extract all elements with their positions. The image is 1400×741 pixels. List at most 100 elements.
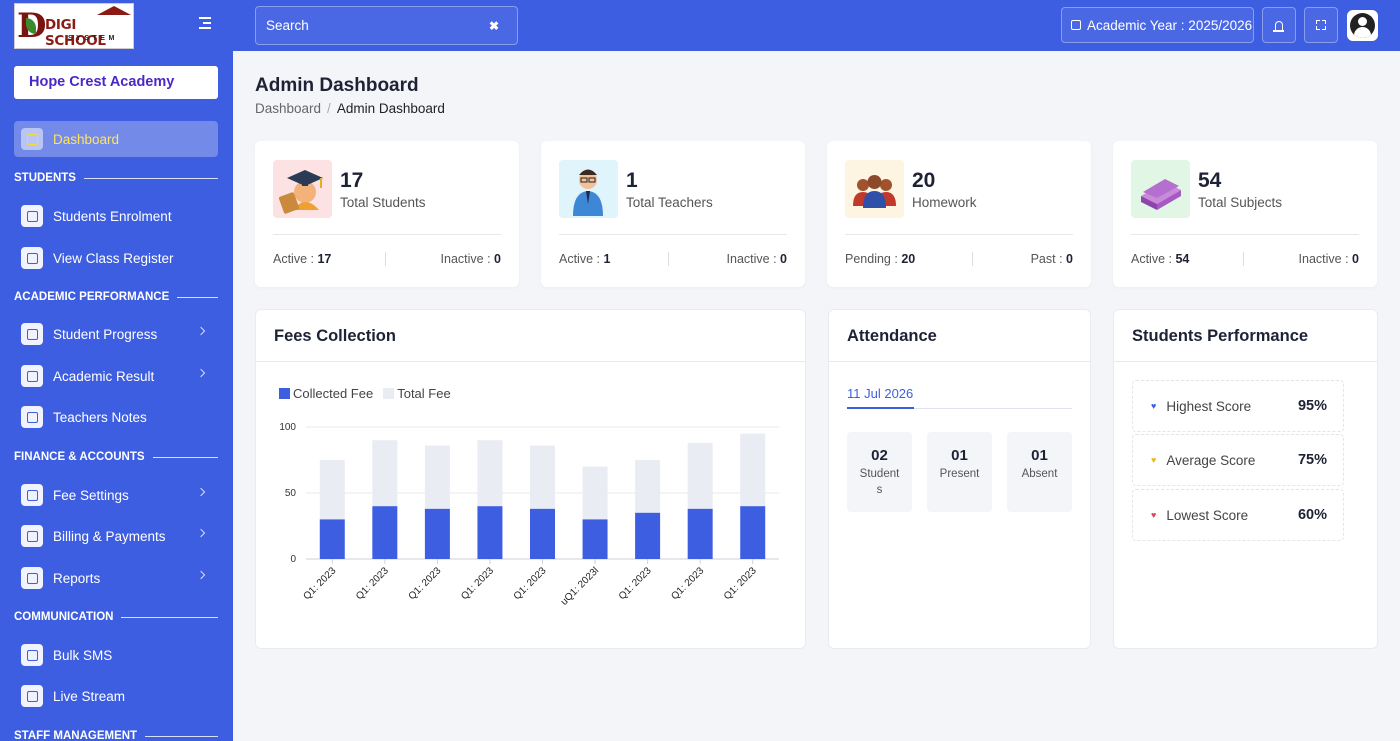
heart-icon: ♥ xyxy=(1151,400,1157,411)
sidebar-item-label: Reports xyxy=(53,570,101,586)
legend-swatch-total xyxy=(383,388,395,399)
x-tick-label: Q1: 2023 xyxy=(302,565,339,602)
money-bag-icon xyxy=(21,525,43,547)
fullscreen-button[interactable] xyxy=(1304,7,1338,43)
sidebar-item-academic-result[interactable]: Academic Result xyxy=(14,358,218,394)
main-content: Admin Dashboard Dashboard / Admin Dashboar… xyxy=(233,51,1400,741)
breadcrumb-link-dashboard[interactable]: Dashboard xyxy=(255,101,322,116)
bar-collected-fee xyxy=(582,519,608,559)
academic-year-button[interactable]: Academic Year : 2025/2026 xyxy=(1061,7,1254,43)
sidebar-item-teachers-notes[interactable]: Teachers Notes xyxy=(14,399,218,435)
breadcrumb-current: Admin Dashboard xyxy=(336,101,445,116)
logo-subtext: SYSTEM xyxy=(68,35,118,42)
chevron-right-icon xyxy=(196,528,206,538)
stat-value: 17 xyxy=(340,169,364,192)
bar-total-fee xyxy=(319,460,345,520)
sidebar-item-label: View Class Register xyxy=(53,250,174,266)
stat-value: 54 xyxy=(1198,169,1222,192)
y-tick-label: 100 xyxy=(279,422,296,433)
bar-total-fee xyxy=(687,442,713,509)
stat-value: 20 xyxy=(912,169,936,192)
stat-card-students[interactable]: 17 Total Students Active : 17 Inactive :… xyxy=(255,141,519,287)
menu-toggle-icon[interactable] xyxy=(199,17,213,31)
sidebar-item-label: Students Enrolment xyxy=(53,208,172,224)
school-name[interactable]: Hope Crest Academy xyxy=(14,66,218,99)
bar-collected-fee xyxy=(319,519,345,559)
bar-total-fee xyxy=(372,440,398,507)
stat-label: Total Teachers xyxy=(626,195,713,210)
table-icon xyxy=(21,323,43,345)
search-input[interactable]: Search ✖ xyxy=(255,6,518,45)
logo-text: DIGI SCHOOL xyxy=(45,17,106,49)
stat-card-homework[interactable]: 20 Homework Pending : 20 Past : 0 xyxy=(827,141,1091,287)
attendance-date-tab[interactable]: 11 Jul 2026 xyxy=(847,386,914,401)
sidebar-item-student-progress[interactable]: Student Progress xyxy=(14,316,218,352)
notification-button[interactable] xyxy=(1262,7,1296,43)
sidebar-item-view-class-register[interactable]: View Class Register xyxy=(14,240,218,276)
student-graduate-icon xyxy=(273,160,332,218)
sidebar-item-fee-settings[interactable]: Fee Settings xyxy=(14,477,218,513)
topbar: Search ✖ Academic Year : 2025/2026 xyxy=(233,0,1400,51)
panel-title: Students Performance xyxy=(1132,327,1309,345)
sidebar-item-reports[interactable]: Reports xyxy=(14,560,218,596)
fee-document-icon xyxy=(21,484,43,506)
sidebar-item-label: Billing & Payments xyxy=(53,528,166,544)
stat-value: 1 xyxy=(626,169,638,192)
bar-total-fee xyxy=(740,433,766,507)
sidebar-item-label: Academic Result xyxy=(53,368,155,384)
sidebar-item-live-stream[interactable]: Live Stream xyxy=(14,678,218,714)
sidebar-item-students-enrolment[interactable]: Students Enrolment xyxy=(14,198,218,234)
page-title: Admin Dashboard xyxy=(255,75,419,96)
section-finance-accounts: FINANCE & ACCOUNTS xyxy=(14,450,218,464)
fees-bar-chart: 0 50 100 Q1: 2023 Q1: 2023 Q1: 2023 Q1: 2023 Q1… xyxy=(279,422,779,608)
x-tick-label: Q1: 2023 xyxy=(617,565,654,602)
panel-title: Attendance xyxy=(847,327,937,345)
avatar[interactable] xyxy=(1347,10,1378,41)
heart-icon: ♥ xyxy=(1151,454,1157,465)
legend-label-collected[interactable]: Collected Fee xyxy=(293,386,374,401)
fees-collection-panel: Fees Collection Collected Fee Total Fee … xyxy=(255,309,806,649)
sidebar-item-label: Bulk SMS xyxy=(53,647,113,663)
stat-card-subjects[interactable]: 54 Total Subjects Active : 54 Inactive :… xyxy=(1113,141,1377,287)
legend-swatch-collected xyxy=(279,388,290,399)
chevron-right-icon xyxy=(196,487,206,497)
legend-label-total[interactable]: Total Fee xyxy=(397,386,451,401)
logo[interactable]: D DIGI SCHOOL SYSTEM xyxy=(14,3,134,49)
calendar-icon xyxy=(1071,20,1081,30)
bar-collected-fee xyxy=(477,506,503,559)
bar-collected-fee xyxy=(635,512,661,559)
academic-year-label: Academic Year : 2025/2026 xyxy=(1087,17,1253,33)
breadcrumb: Dashboard / Admin Dashboard xyxy=(255,101,445,116)
stat-footer: Pending : 20 Past : 0 xyxy=(845,252,1073,266)
people-group-icon xyxy=(845,160,904,218)
close-icon[interactable]: ✖ xyxy=(488,19,499,33)
sidebar-item-billing-payments[interactable]: Billing & Payments xyxy=(14,518,218,554)
bar-collected-fee xyxy=(530,508,555,559)
y-tick-label: 0 xyxy=(290,554,296,565)
chevron-right-icon xyxy=(196,570,206,580)
bar-total-fee xyxy=(635,460,661,513)
sidebar: D DIGI SCHOOL SYSTEM Hope Crest Academy … xyxy=(0,0,233,741)
stat-footer: Active : 54 Inactive : 0 xyxy=(1131,252,1359,266)
note-icon xyxy=(21,406,43,428)
register-icon xyxy=(21,247,43,269)
chevron-right-icon xyxy=(196,326,206,336)
attendance-students: 02 Students xyxy=(847,432,912,512)
video-icon xyxy=(21,685,43,707)
x-tick-label: Q1: 2023 xyxy=(459,565,496,602)
y-tick-label: 50 xyxy=(285,488,297,499)
attendance-panel: Attendance 11 Jul 2026 02 Students 01 Pr… xyxy=(828,309,1091,649)
heart-icon: ♥ xyxy=(1151,509,1157,520)
bar-collected-fee xyxy=(372,506,398,559)
stat-label: Total Subjects xyxy=(1198,195,1283,210)
teacher-icon xyxy=(559,160,618,218)
attendance-present: 01 Present xyxy=(927,432,992,512)
stat-card-teachers[interactable]: 1 Total Teachers Active : 1 Inactive : 0 xyxy=(541,141,805,287)
sidebar-item-dashboard[interactable]: Dashboard xyxy=(14,121,218,157)
x-tick-label: uQ1: 2023l xyxy=(559,565,601,607)
sidebar-item-bulk-sms[interactable]: Bulk SMS xyxy=(14,637,218,673)
bar-total-fee xyxy=(424,445,450,509)
search-placeholder: Search xyxy=(266,18,309,33)
lowest-score-row: ♥ Lowest Score 60% xyxy=(1132,489,1344,541)
dashboard-icon xyxy=(21,128,43,150)
